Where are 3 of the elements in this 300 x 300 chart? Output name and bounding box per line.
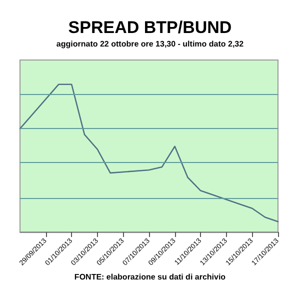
chart-subtitle: aggiornato 22 ottobre ore 13,30 - ultimo dato 2,32 [56,40,244,48]
source-note: FONTE: elaborazione su dati di archivio [74,272,226,282]
chart-title: SPREAD BTP/BUND [68,18,232,37]
